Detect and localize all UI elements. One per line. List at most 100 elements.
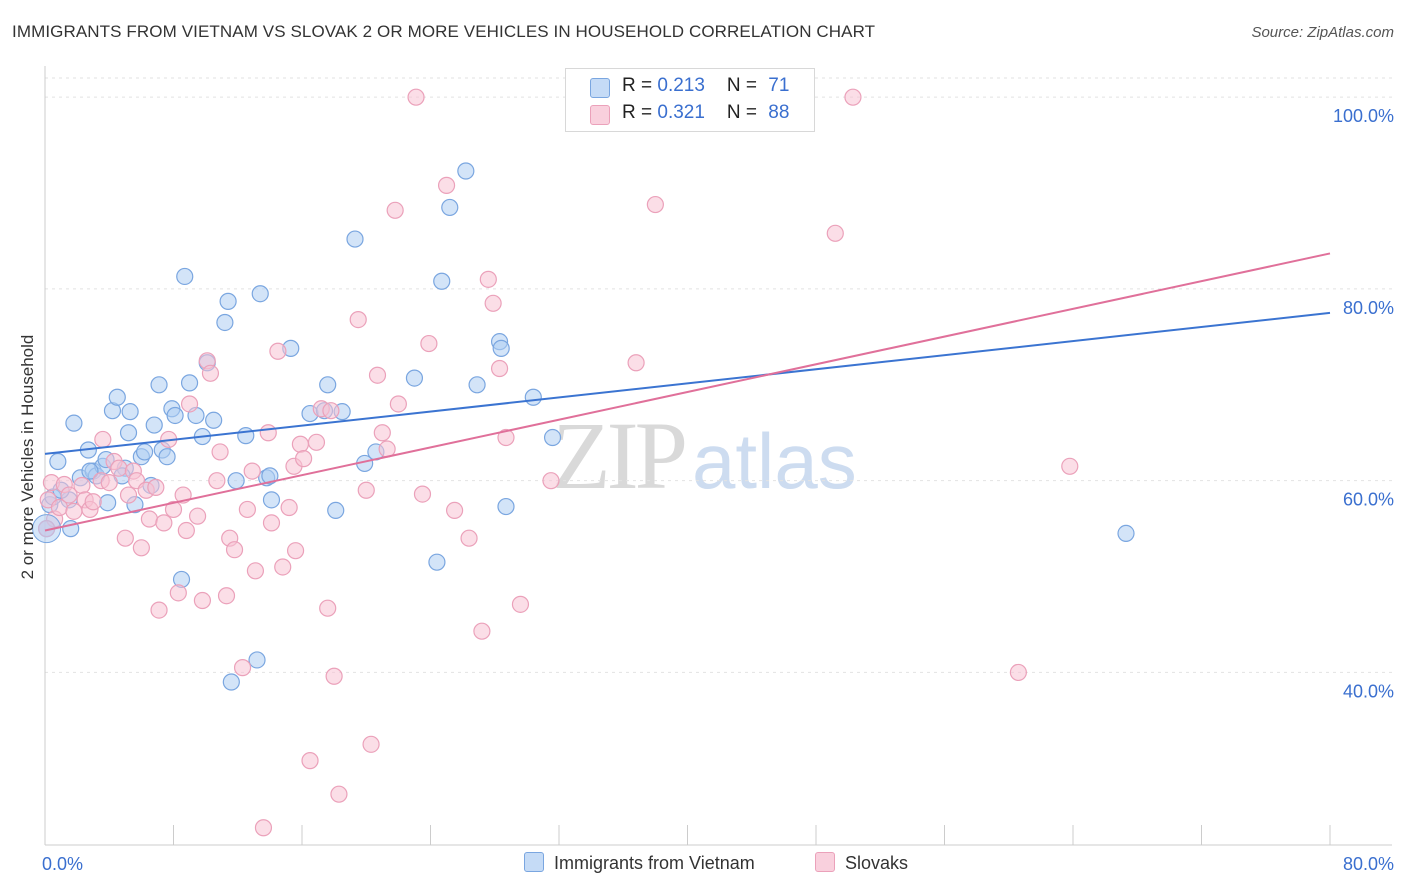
point-slovaks bbox=[445, 501, 464, 519]
point-slovaks bbox=[100, 473, 118, 492]
point-slovaks bbox=[325, 667, 343, 685]
data-points bbox=[32, 88, 1135, 837]
point-vietnam bbox=[219, 292, 237, 310]
y-tick-label: 40.0% bbox=[1343, 681, 1394, 701]
point-slovaks bbox=[110, 459, 128, 477]
point-slovaks bbox=[119, 486, 138, 504]
point-slovaks bbox=[386, 201, 404, 219]
point-slovaks bbox=[497, 428, 515, 447]
axes bbox=[44, 66, 1392, 846]
point-slovaks bbox=[542, 472, 560, 490]
point-slovaks bbox=[368, 366, 387, 384]
point-slovaks bbox=[155, 514, 173, 532]
point-slovaks bbox=[307, 433, 326, 451]
stats-box: R = 0.213 N = 71 R = 0.321 N = 88 bbox=[565, 68, 815, 132]
point-slovaks bbox=[150, 601, 168, 619]
n-value-slovaks: 88 bbox=[768, 102, 790, 123]
point-vietnam bbox=[1117, 524, 1135, 543]
point-vietnam bbox=[150, 376, 168, 394]
point-slovaks bbox=[60, 486, 78, 504]
point-slovaks bbox=[254, 819, 273, 837]
y-axis-label: 2 or more Vehicles in Household bbox=[18, 335, 37, 580]
tick-labels: 40.0% 60.0% 80.0% 100.0% 0.0% 80.0% bbox=[42, 106, 1394, 874]
legend-item-slovaks[interactable]: Slovaks bbox=[815, 852, 908, 878]
point-slovaks bbox=[484, 294, 502, 312]
grid-lines bbox=[45, 77, 1392, 673]
point-slovaks bbox=[490, 359, 509, 378]
r-label: R = bbox=[622, 102, 658, 123]
point-vietnam bbox=[65, 414, 83, 432]
point-slovaks bbox=[73, 476, 91, 495]
point-vietnam bbox=[543, 428, 562, 447]
point-vietnam bbox=[222, 673, 240, 691]
point-vietnam bbox=[433, 272, 451, 290]
point-vietnam bbox=[457, 162, 475, 180]
legend-item-vietnam[interactable]: Immigrants from Vietnam bbox=[524, 852, 755, 878]
point-vietnam bbox=[135, 443, 154, 461]
point-vietnam bbox=[262, 491, 281, 509]
trend-line-slovaks bbox=[44, 252, 1331, 532]
point-vietnam bbox=[158, 448, 176, 466]
y-tick-label: 60.0% bbox=[1343, 490, 1394, 510]
point-slovaks bbox=[1061, 457, 1079, 475]
point-slovaks bbox=[201, 364, 220, 382]
point-vietnam bbox=[327, 501, 345, 519]
point-slovaks bbox=[1009, 663, 1027, 682]
r-label: R = bbox=[622, 75, 658, 96]
point-slovaks bbox=[413, 485, 432, 503]
point-vietnam bbox=[145, 416, 163, 434]
legend-swatch-slovaks bbox=[815, 852, 835, 872]
point-vietnam bbox=[216, 313, 234, 332]
point-vietnam bbox=[119, 424, 138, 442]
point-slovaks bbox=[460, 529, 478, 547]
point-slovaks bbox=[217, 587, 236, 605]
trend-lines bbox=[44, 252, 1331, 532]
point-slovaks bbox=[511, 595, 530, 613]
point-vietnam bbox=[49, 452, 67, 471]
point-slovaks bbox=[826, 224, 844, 242]
point-slovaks bbox=[140, 510, 159, 528]
point-slovaks bbox=[844, 88, 862, 106]
point-vietnam bbox=[205, 411, 223, 429]
point-vietnam bbox=[492, 339, 510, 357]
point-slovaks bbox=[94, 430, 112, 449]
point-slovaks bbox=[319, 599, 337, 617]
point-vietnam bbox=[319, 376, 337, 394]
point-slovaks bbox=[225, 541, 244, 559]
point-slovaks bbox=[177, 521, 195, 540]
point-slovaks bbox=[389, 395, 407, 413]
stats-swatch-vietnam bbox=[590, 78, 610, 98]
point-slovaks bbox=[322, 402, 340, 420]
point-slovaks bbox=[357, 481, 375, 499]
point-slovaks bbox=[262, 514, 281, 532]
point-slovaks bbox=[646, 195, 664, 214]
stats-swatch-slovaks bbox=[590, 105, 610, 125]
point-vietnam bbox=[441, 198, 459, 217]
point-slovaks bbox=[362, 735, 380, 753]
point-vietnam bbox=[248, 651, 266, 669]
point-slovaks bbox=[180, 395, 199, 413]
legend-label-slovaks: Slovaks bbox=[845, 853, 909, 873]
point-slovaks bbox=[627, 354, 645, 372]
point-slovaks bbox=[132, 539, 150, 557]
point-vietnam bbox=[121, 403, 139, 421]
point-slovaks bbox=[238, 500, 256, 519]
point-slovaks bbox=[407, 88, 425, 106]
point-vietnam bbox=[497, 497, 515, 516]
point-slovaks bbox=[233, 659, 252, 677]
point-vietnam bbox=[405, 369, 424, 387]
point-slovaks bbox=[84, 493, 102, 511]
point-slovaks bbox=[116, 529, 134, 547]
point-slovaks bbox=[193, 591, 212, 610]
point-vietnam bbox=[99, 494, 117, 512]
x-tick-label: 80.0% bbox=[1343, 854, 1394, 874]
x-tick-label: 0.0% bbox=[42, 854, 83, 874]
point-slovaks bbox=[349, 311, 367, 329]
point-slovaks bbox=[280, 498, 298, 517]
stats-text-vietnam: R = 0.213 N = 71 bbox=[622, 75, 789, 97]
point-vietnam bbox=[468, 376, 486, 394]
point-slovaks bbox=[286, 542, 305, 560]
point-slovaks bbox=[169, 584, 187, 602]
r-value-vietnam: 0.213 bbox=[657, 75, 705, 96]
point-vietnam bbox=[81, 462, 99, 480]
